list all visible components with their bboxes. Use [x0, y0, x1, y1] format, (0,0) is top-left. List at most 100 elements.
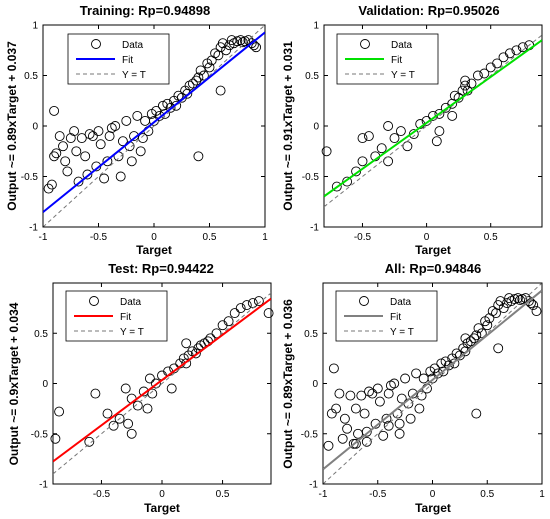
legend-identity-label: Y = T: [390, 327, 414, 338]
y-tick-label: 0: [312, 379, 318, 390]
data-point: [251, 42, 262, 53]
legend-data-marker: [360, 39, 370, 49]
data-point: [345, 390, 356, 401]
data-point: [512, 293, 523, 304]
x-tick-label: 0.5: [484, 232, 498, 243]
data-point: [531, 306, 542, 317]
data-point: [69, 126, 80, 137]
x-axis-label: Target: [136, 243, 172, 257]
data-point: [357, 156, 368, 167]
data-point: [502, 298, 512, 309]
data-point: [235, 303, 246, 314]
data-point: [460, 75, 471, 86]
x-axis-label: Target: [144, 501, 180, 515]
panel-test: Test: Rp=0.94422 -0.5 0 0.5 -1 -0.5 0 0.5 Targ…: [7, 261, 274, 515]
data-point: [191, 75, 202, 86]
data-point: [457, 85, 468, 96]
data-point: [504, 48, 515, 59]
data-point: [224, 40, 235, 51]
data-point: [165, 102, 176, 113]
panel-title: All: Rp=0.94846: [385, 261, 481, 276]
data-point: [361, 426, 372, 437]
data-point: [73, 176, 84, 187]
data-point: [378, 430, 389, 441]
data-point: [431, 136, 442, 147]
data-point: [204, 62, 215, 73]
data-point: [117, 136, 128, 147]
x-tick-label: -0.5: [90, 232, 108, 243]
data-point: [104, 131, 115, 142]
y-tick-label: 0.5: [34, 329, 48, 340]
data-point: [460, 333, 471, 344]
data-point: [385, 380, 396, 391]
data-point: [350, 403, 361, 414]
data-point: [528, 300, 539, 311]
data-point: [416, 390, 427, 401]
data-point: [193, 151, 204, 162]
y-tick-label: -1: [39, 480, 48, 491]
x-tick-label: 0: [151, 232, 157, 243]
data-point: [123, 418, 134, 429]
legend-data-label: Data: [122, 40, 144, 51]
data-point: [65, 133, 76, 144]
x-axis-label: Target: [415, 243, 451, 257]
x-tick-label: -1: [319, 489, 328, 500]
data-point: [492, 58, 503, 69]
data-point: [99, 173, 110, 184]
data-point: [359, 408, 370, 419]
data-point: [235, 35, 246, 46]
x-tick-label: 0.5: [216, 489, 230, 500]
fit-line: [53, 297, 271, 463]
data-point: [342, 423, 353, 434]
data-point: [46, 179, 57, 190]
fit-line: [43, 31, 265, 213]
data-point: [49, 105, 60, 116]
data-point: [171, 100, 182, 111]
data-point: [383, 121, 394, 131]
data-point: [357, 133, 368, 144]
data-point: [443, 360, 454, 371]
x-tick-label: 0.5: [203, 232, 217, 243]
data-point: [376, 143, 387, 154]
data-point: [102, 156, 113, 167]
legend-data-label: Data: [391, 40, 413, 51]
data-point: [498, 303, 509, 314]
data-point: [495, 296, 506, 307]
data-point: [438, 366, 449, 377]
data-point: [436, 358, 447, 369]
data-point: [142, 403, 153, 414]
y-axis-label: Output ~= 0.89xTarget + 0.036: [281, 299, 295, 469]
data-point: [367, 388, 378, 399]
data-point: [472, 70, 483, 81]
y-tick-label: -0.5: [21, 172, 39, 183]
data-point: [93, 126, 104, 137]
y-tick-label: 0: [313, 122, 319, 133]
y-axis-label: Output ~= 0.89xTarget + 0.037: [5, 41, 19, 211]
data-point: [181, 338, 192, 349]
y-tick-label: 1: [32, 21, 38, 32]
data-layer: -1 -0.5 0 0.5 1 -1 -0.5 0 0.5: [301, 283, 545, 500]
legend-identity-label: Y = T: [120, 327, 144, 338]
data-point: [90, 388, 101, 399]
data-point: [223, 316, 234, 327]
data-layer: -0.5 0 0.5 -1 -0.5 0 0.5: [31, 283, 274, 500]
data-point: [84, 129, 95, 140]
x-tick-label: -0.5: [354, 232, 372, 243]
legend: Data Fit Y = T: [336, 33, 439, 85]
data-point: [334, 388, 345, 399]
x-tick-label: -1: [39, 232, 48, 243]
data-point: [54, 406, 65, 417]
legend-data-label: Data: [390, 297, 412, 308]
data-point: [114, 413, 125, 424]
data-point: [361, 436, 372, 447]
data-point: [137, 133, 148, 144]
y-axis-label: Output ~= 0.91xTarget + 0.031: [281, 41, 295, 211]
data-point: [80, 151, 91, 162]
data-point: [62, 166, 73, 177]
identity-line: [53, 292, 271, 475]
legend-box: [67, 33, 170, 85]
data-point: [106, 123, 117, 133]
panel-title: Test: Rp=0.94422: [108, 261, 214, 276]
data-point: [400, 373, 411, 384]
data-point: [482, 320, 493, 331]
